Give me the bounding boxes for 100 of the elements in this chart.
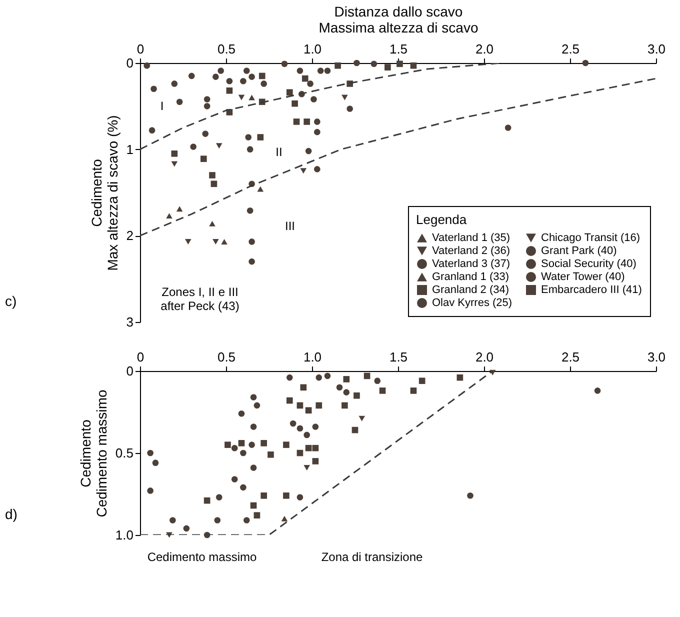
point <box>226 78 233 84</box>
legend-label: Vaterland 1 (35) <box>432 232 510 244</box>
y-tick-label: 3 <box>126 314 134 330</box>
point <box>296 450 304 456</box>
point <box>594 388 601 394</box>
point <box>243 517 250 524</box>
x-tick-label: 0 <box>136 42 144 56</box>
point <box>283 442 290 448</box>
point <box>257 134 264 140</box>
point <box>456 374 464 381</box>
point <box>190 144 196 150</box>
point <box>204 497 210 504</box>
point <box>343 376 350 382</box>
point <box>317 68 324 74</box>
text: d) <box>5 506 18 522</box>
point <box>316 402 322 409</box>
point <box>410 62 417 69</box>
y-tick-label: 1.0 <box>115 528 134 542</box>
point <box>150 86 157 92</box>
point <box>293 118 300 125</box>
point <box>342 94 348 100</box>
point <box>176 206 183 212</box>
point <box>354 392 360 399</box>
point <box>316 374 322 381</box>
x-tick-label: 0.5 <box>217 42 236 56</box>
point <box>254 402 260 409</box>
x-tick-label: 3.0 <box>647 350 666 364</box>
point <box>334 62 341 69</box>
legend-label: Granland 2 (34) <box>432 284 510 296</box>
point <box>286 397 293 404</box>
point <box>358 416 366 422</box>
point <box>281 60 288 68</box>
point <box>245 134 252 140</box>
point <box>286 374 293 381</box>
point <box>305 444 312 452</box>
point <box>292 100 298 107</box>
point <box>147 450 154 456</box>
point <box>216 494 222 500</box>
point <box>212 238 219 244</box>
point <box>152 460 159 466</box>
point <box>268 451 274 458</box>
point <box>202 130 209 137</box>
point <box>290 420 296 427</box>
x-tick-label: 2.0 <box>475 350 494 364</box>
point <box>209 172 216 178</box>
point <box>346 106 353 112</box>
point <box>354 60 360 66</box>
x-tick-label: 0.5 <box>217 350 236 364</box>
point <box>254 512 260 518</box>
point <box>248 74 255 80</box>
x-tick-label: 1.5 <box>389 350 408 364</box>
y-tick-label: 0 <box>126 364 134 378</box>
point <box>300 168 307 174</box>
legend-title: Legenda <box>416 212 468 227</box>
y-tick-label: 2 <box>126 228 134 244</box>
y-tick-label: 0.5 <box>115 446 134 460</box>
point <box>312 424 319 430</box>
point <box>364 372 370 380</box>
point <box>310 96 317 102</box>
point <box>582 60 589 66</box>
point <box>260 440 268 446</box>
x-tick-label: 3.0 <box>647 42 666 56</box>
point <box>504 124 512 131</box>
point <box>418 378 426 384</box>
text: Cedimento massimo <box>147 550 258 564</box>
point <box>147 488 154 494</box>
x-tick-label: 2.0 <box>475 42 494 56</box>
point <box>342 402 348 409</box>
point <box>171 80 178 87</box>
legend-label: Granland 1 (33) <box>432 271 510 283</box>
point <box>410 388 417 394</box>
point <box>374 378 381 384</box>
point <box>212 74 219 80</box>
point <box>248 258 255 265</box>
point <box>314 118 320 125</box>
point <box>296 68 304 74</box>
point <box>248 94 255 100</box>
point <box>243 68 250 74</box>
point <box>183 525 190 532</box>
x-tick-label: 2.5 <box>561 350 580 364</box>
point <box>248 238 255 245</box>
point <box>324 372 331 380</box>
point <box>305 407 312 414</box>
y-axis-title: Cedimento Max altezza di scavo (%) <box>88 115 120 271</box>
legend-label: Chicago Transit (16) <box>541 232 640 244</box>
point <box>343 389 350 396</box>
x-axis-title: Distanza dallo scavo Massima altezza di scavo <box>318 4 478 36</box>
point <box>296 425 304 432</box>
point <box>224 442 231 448</box>
point <box>238 94 245 100</box>
point <box>302 75 308 82</box>
point <box>216 143 222 149</box>
y-axis-title: Cedimento Cedimento massimo <box>77 389 110 518</box>
point <box>352 426 358 434</box>
legend-label: Social Security (40) <box>541 258 636 270</box>
x-tick-label: 0 <box>136 350 144 364</box>
point <box>250 464 257 471</box>
legend-label: Water Tower (40) <box>541 271 625 283</box>
point <box>296 494 304 500</box>
point <box>200 156 207 162</box>
